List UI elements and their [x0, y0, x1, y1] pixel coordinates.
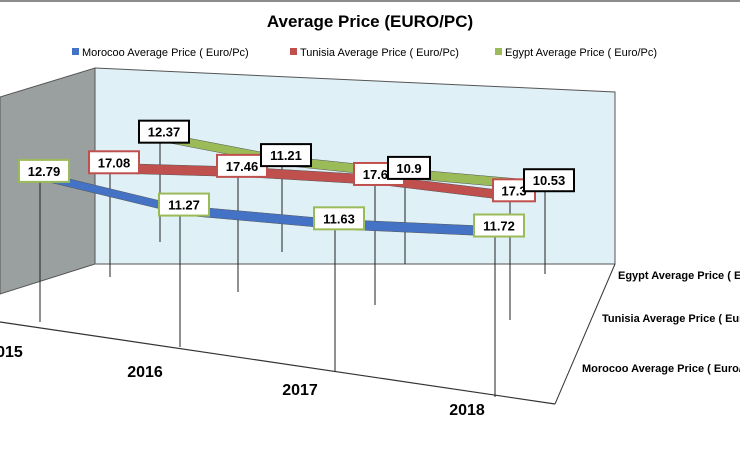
data-label-box — [523, 168, 575, 193]
data-label-box — [138, 119, 190, 144]
data-label: 12.37 — [148, 125, 181, 140]
legend-label: Tunisia Average Price ( Euro/Pc) — [300, 47, 459, 59]
data-label-box — [158, 192, 210, 217]
data-label: 17.46 — [226, 159, 259, 174]
legend-swatch — [290, 48, 297, 55]
series-axis-label: Tunisia Average Price ( Euro/Pc) — [602, 313, 740, 325]
data-label: 10.53 — [533, 173, 566, 188]
x-tick-label: 2015 — [0, 344, 23, 361]
data-label-box — [18, 158, 70, 183]
data-label-box — [313, 206, 365, 231]
data-label: 11.27 — [168, 198, 200, 213]
floor-axis — [0, 321, 556, 405]
data-label-box — [387, 155, 431, 180]
data-label: 11.72 — [483, 219, 515, 234]
series-axis-label: Morocoo Average Price ( Euro/Pc) — [582, 363, 740, 375]
chart-title: Average Price (EURO/PC) — [267, 12, 473, 31]
legend-label: Morocoo Average Price ( Euro/Pc) — [82, 47, 249, 59]
x-tick-label: 2018 — [449, 402, 485, 419]
legend-label: Egypt Average Price ( Euro/Pc) — [505, 47, 657, 59]
depth-axis — [554, 263, 616, 405]
data-label-box — [260, 143, 312, 168]
data-label: 17.08 — [98, 155, 131, 170]
data-label: 12.79 — [28, 164, 61, 179]
x-tick-label: 2017 — [282, 382, 318, 399]
data-label: 17.3 — [501, 183, 526, 198]
data-label: 10.9 — [396, 161, 421, 176]
data-label: 11.21 — [270, 148, 302, 163]
x-tick-label: 2016 — [127, 364, 163, 381]
legend-swatch — [495, 48, 502, 55]
data-label: 11.63 — [323, 211, 355, 226]
legend-swatch — [72, 48, 79, 55]
data-label-box — [88, 150, 140, 175]
series-axis-label: Egypt Average Price ( Euro/Pc) — [618, 270, 740, 282]
data-label-box — [473, 213, 525, 238]
